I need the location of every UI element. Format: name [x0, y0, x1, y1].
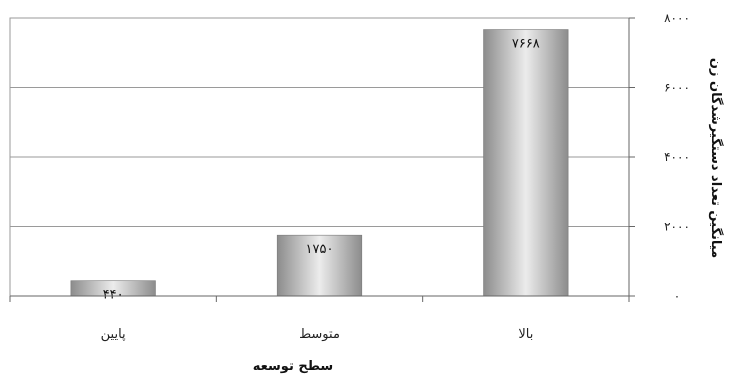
y-tick-label: ۰ [674, 289, 680, 303]
x-tick-label: متوسط [299, 327, 340, 342]
x-axis: پایین متوسط بالا [9, 295, 630, 342]
x-axis-title: سطح توسعه [253, 359, 333, 374]
y-axis: ۰ ۲۰۰۰ ۴۰۰۰ ۶۰۰۰ ۸۰۰۰ [628, 11, 690, 303]
y-tick-label: ۴۰۰۰ [664, 150, 690, 164]
data-label: ۱۷۵۰ [306, 242, 334, 257]
x-tick-label: بالا [518, 327, 533, 342]
data-label: ۴۴۰ [103, 288, 124, 303]
y-tick-label: ۶۰۰۰ [664, 81, 690, 95]
bar [276, 234, 363, 297]
x-tick-label: پایین [101, 327, 126, 342]
bar [483, 29, 569, 297]
y-tick-label: ۲۰۰۰ [664, 220, 690, 234]
y-axis-title: میانگین تعداد دستگیرشدگان زن [708, 58, 724, 258]
y-tick-label: ۸۰۰۰ [664, 11, 690, 25]
data-label: ۷۶۶۸ [512, 37, 540, 52]
bars: ۴۴۰ ۱۷۵۰ ۷۶۶۸ [70, 29, 569, 303]
